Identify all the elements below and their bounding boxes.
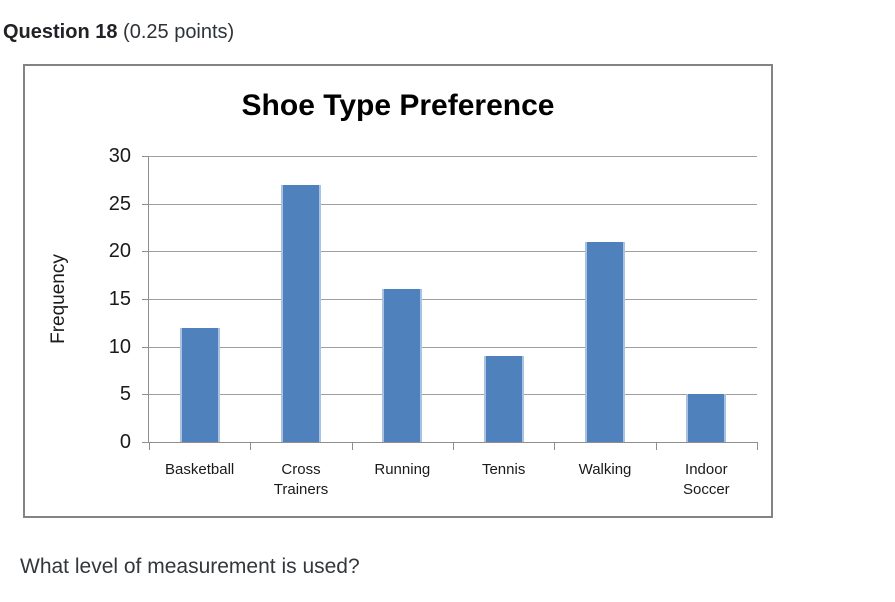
y-axis-title: Frequency xyxy=(48,254,69,344)
y-tick xyxy=(142,203,149,205)
bar-indoor-soccer xyxy=(686,394,727,442)
y-axis-labels: 0 5 10 15 20 25 30 xyxy=(86,146,131,452)
bar-tennis xyxy=(483,356,524,442)
gridline xyxy=(149,346,757,348)
gridline xyxy=(149,251,757,253)
gridline xyxy=(149,299,757,300)
question-points: (0.25 points) xyxy=(123,21,235,43)
bar-cross-trainers xyxy=(281,185,321,442)
y-tick-label: 10 xyxy=(108,335,131,358)
y-tick xyxy=(142,346,149,348)
x-category-label-basketball: Basketball xyxy=(165,461,235,478)
question-number: Question 18 xyxy=(3,21,118,43)
chart-panel: Shoe Type Preference 0 5 10 15 20 25 30 Basket… xyxy=(23,64,773,518)
x-tick xyxy=(554,442,556,450)
x-category-label-running: Running xyxy=(374,461,431,478)
x-tick xyxy=(250,442,252,450)
y-axis-title-wrap: Frequency xyxy=(45,156,73,442)
y-tick-label: 30 xyxy=(108,145,131,167)
x-tick xyxy=(757,442,758,450)
bar-running xyxy=(382,289,423,442)
gridline xyxy=(149,394,757,396)
y-tick xyxy=(142,251,149,253)
y-tick-label: 20 xyxy=(108,240,131,263)
plot-area: 0 5 10 15 20 25 30 Basketball Cross Trainers Run… xyxy=(48,146,758,498)
y-tick xyxy=(142,156,149,157)
y-tick-label: 5 xyxy=(119,383,131,406)
gridline xyxy=(149,156,757,157)
bar-basketball xyxy=(179,328,220,442)
x-tick xyxy=(655,442,657,450)
y-tick xyxy=(142,394,149,396)
y-tick-label: 0 xyxy=(119,431,131,453)
y-tick xyxy=(142,442,149,443)
y-tick-label: 15 xyxy=(108,288,131,310)
bar-walking xyxy=(585,242,625,442)
x-category-label-tennis: Tennis xyxy=(481,461,526,478)
y-tick-label: 25 xyxy=(108,192,131,215)
chart-title: Shoe Type Preference xyxy=(241,89,555,122)
x-tick xyxy=(351,442,353,450)
gridline xyxy=(149,203,757,205)
question-header: Question 18 (0.25 points) xyxy=(3,21,234,44)
question-text: What level of measurement is used? xyxy=(20,555,360,578)
x-category-label-cross-trainers: Cross Trainers xyxy=(273,461,329,498)
x-category-label-walking: Walking xyxy=(578,461,632,478)
y-tick xyxy=(142,299,149,300)
x-category-label-indoor-soccer: Indoor Soccer xyxy=(682,461,730,498)
x-tick xyxy=(453,442,454,450)
x-tick xyxy=(149,442,150,450)
